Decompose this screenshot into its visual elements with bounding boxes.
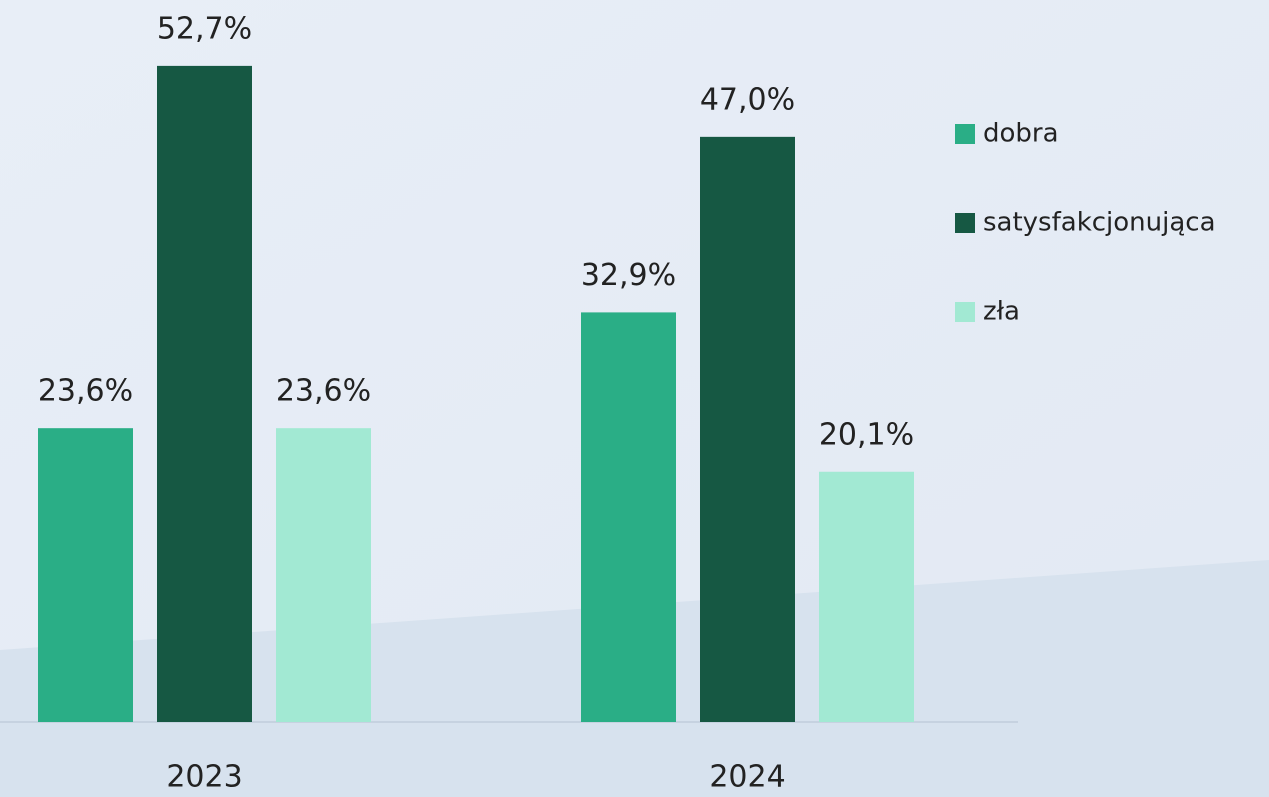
data-label: 52,7%: [157, 11, 252, 46]
legend-label: dobra: [983, 119, 1059, 149]
bar: [157, 65, 252, 722]
x-tick-label: 2023: [166, 760, 242, 795]
bar: [819, 471, 914, 722]
data-label: 32,9%: [581, 258, 676, 293]
data-label: 23,6%: [276, 374, 371, 409]
legend-label: zła: [983, 297, 1020, 327]
legend-swatch: [955, 213, 975, 233]
bar: [276, 428, 371, 722]
data-label: 20,1%: [819, 417, 914, 452]
legend-swatch: [955, 302, 975, 322]
legend-label: satysfakcjonująca: [983, 208, 1216, 238]
bar: [581, 312, 676, 722]
data-label: 47,0%: [700, 82, 795, 117]
bar: [38, 428, 133, 722]
legend-swatch: [955, 124, 975, 144]
bar: [700, 136, 795, 723]
data-label: 23,6%: [38, 374, 133, 409]
x-tick-label: 2024: [709, 760, 785, 795]
